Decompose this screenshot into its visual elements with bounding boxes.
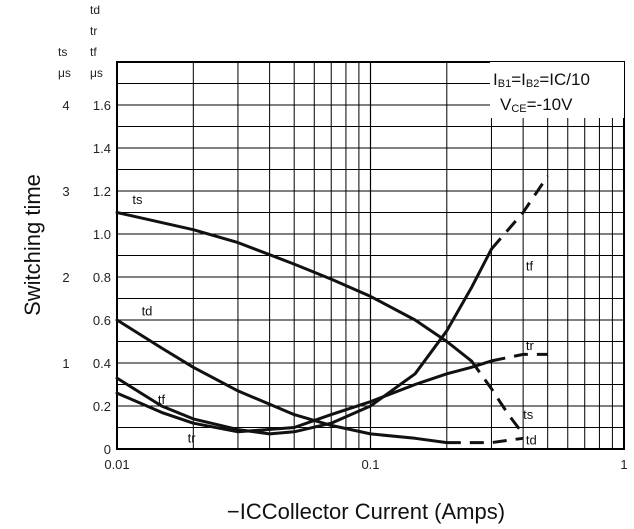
condition-vce: VCE=-10V (500, 95, 573, 115)
vce-subscript: CE (511, 103, 526, 115)
ts-tick-label: 1 (62, 356, 69, 371)
series-label-tf: tf (158, 392, 166, 407)
x-axis-prefix: −IC (227, 499, 262, 524)
series-label-ts: ts (523, 407, 534, 422)
series-label-td: td (526, 433, 537, 448)
y-tick-label: 0.6 (93, 313, 111, 328)
series-line-td (115, 318, 449, 445)
plot-frame (116, 61, 625, 450)
series-line-tr (115, 359, 493, 434)
ts-tick-label: 3 (62, 184, 69, 199)
ib1-subscript: B1 (498, 78, 511, 90)
series-dashed-td (446, 436, 524, 445)
y-tick-label: 0.4 (93, 356, 111, 371)
grid (117, 62, 624, 449)
x-tick-label: 1 (620, 457, 627, 472)
y-tick-label: 0.2 (93, 399, 111, 414)
ts-unit-label: μs (58, 66, 71, 80)
series-label-tr: tr (526, 338, 535, 353)
series-line-ts (115, 211, 473, 363)
time-unit-label: tr (90, 24, 97, 38)
x-axis-label-text: Collector Current (Amps) (262, 499, 505, 524)
y-tick-label: 1.6 (93, 98, 111, 113)
condition-current-ratio: IB1=IB2=IC/10 (493, 70, 590, 90)
series-label-ts: ts (132, 192, 143, 207)
time-unit-label: td (90, 3, 100, 17)
x-tick-label: 0.01 (104, 457, 129, 472)
axis-unit-labels: td tr tf μs ts μs (58, 3, 103, 80)
y-tick-label: 0 (104, 442, 111, 457)
series-labels: ts ts td td tf tf tr tr (132, 192, 536, 448)
y-tick-label: 1.4 (93, 141, 111, 156)
conditions-box (490, 62, 624, 118)
y-axis-title: Switching time (20, 174, 45, 316)
series-label-tr: tr (188, 431, 197, 446)
ts-tick-label: 2 (62, 270, 69, 285)
series-dashed-ts (470, 360, 525, 435)
ib2-subscript: B2 (526, 78, 539, 90)
ic-ratio: C/10 (554, 70, 590, 89)
time-unit-label: μs (90, 66, 103, 80)
series-dashed-tr (491, 352, 548, 363)
y-tick-label: 1.2 (93, 184, 111, 199)
series-label-td: td (142, 304, 153, 319)
tick-labels: 0.01 0.1 1 0 0.2 0.4 0.6 0.8 1.0 1.2 1.4 1.6 1 2 3 4 (62, 98, 627, 472)
y-tick-label: 1.0 (93, 227, 111, 242)
time-unit-label: tf (90, 45, 97, 59)
series-curves (115, 175, 549, 445)
ts-unit-label: ts (58, 45, 67, 59)
vce-value: =-10V (527, 95, 573, 114)
series-line-tf (115, 247, 493, 436)
x-tick-label: 0.1 (361, 457, 379, 472)
series-dashed-tf (490, 175, 549, 250)
x-axis-title: −ICCollector Current (Amps) (227, 499, 505, 524)
y-tick-label: 0.8 (93, 270, 111, 285)
series-label-tf: tf (526, 259, 534, 274)
ts-tick-label: 4 (62, 98, 69, 113)
